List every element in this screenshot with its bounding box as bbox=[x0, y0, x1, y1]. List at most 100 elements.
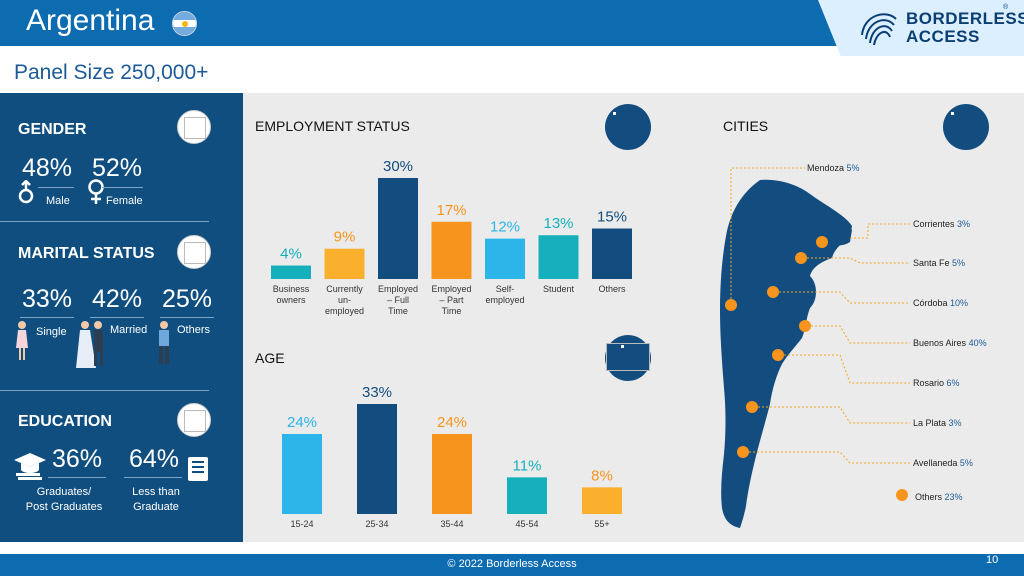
gender-underline-male bbox=[38, 187, 74, 188]
city-dot-avellaneda bbox=[737, 446, 749, 458]
bar-age-chart-2 bbox=[432, 434, 472, 514]
value-label-emp-chart-5: 13% bbox=[543, 215, 573, 232]
employment-chart-title: EMPLOYMENT STATUS bbox=[255, 118, 410, 134]
value-label-age-chart-2: 24% bbox=[437, 414, 467, 431]
argentina-map: Mendoza 5% Corrientes 3% Santa Fe 5% Cór… bbox=[720, 163, 987, 529]
single-woman-icon bbox=[16, 321, 28, 360]
cities-title: CITIES bbox=[723, 118, 769, 134]
male-symbol-icon bbox=[18, 180, 34, 204]
less-than-graduate-pct: 64% bbox=[129, 445, 180, 473]
others-man-icon bbox=[159, 321, 169, 364]
value-label-emp-chart-1: 9% bbox=[334, 229, 356, 246]
female-pct: 52% bbox=[92, 154, 143, 182]
footer-copyright: © 2022 Borderless Access bbox=[447, 558, 577, 570]
city-dot-rosario bbox=[772, 349, 784, 361]
education-title: EDUCATION bbox=[18, 413, 112, 430]
others-legend-dot bbox=[896, 489, 908, 501]
brand-line1: BORDERLESS bbox=[906, 9, 1024, 28]
brand-line2: ACCESS bbox=[906, 27, 980, 46]
argentina-flag-icon bbox=[172, 11, 197, 36]
marital-underline-single bbox=[20, 317, 74, 318]
category-label-emp-chart-2: Employed – Full Time bbox=[378, 284, 418, 316]
gender-title: GENDER bbox=[18, 121, 87, 138]
male-label: Male bbox=[46, 195, 70, 207]
education-underline-grad bbox=[48, 477, 106, 478]
city-dot-santa-fe bbox=[795, 252, 807, 264]
marital-title: MARITAL STATUS bbox=[18, 245, 155, 262]
book-icon bbox=[188, 457, 208, 481]
city-label-buenos-aires: Buenos Aires 40% bbox=[913, 338, 987, 348]
single-pct: 33% bbox=[22, 285, 73, 313]
city-label-cordoba: Córdoba 10% bbox=[913, 298, 968, 308]
argentina-map-shape bbox=[720, 179, 852, 529]
section-divider-1 bbox=[0, 221, 209, 222]
education-underline-less bbox=[124, 477, 182, 478]
category-label-emp-chart-5: Student bbox=[543, 284, 575, 294]
bar-age-chart-1 bbox=[357, 404, 397, 514]
bar-emp-chart-4 bbox=[485, 238, 525, 279]
value-label-emp-chart-0: 4% bbox=[280, 246, 302, 263]
graduates-label: Graduates/ Post Graduates bbox=[18, 485, 110, 515]
married-label: Married bbox=[110, 324, 148, 336]
male-pct: 48% bbox=[22, 154, 73, 182]
category-label-emp-chart-6: Others bbox=[598, 284, 626, 294]
value-label-emp-chart-3: 17% bbox=[436, 202, 466, 219]
city-dot-cordoba bbox=[767, 286, 779, 298]
graduation-cap-icon bbox=[14, 453, 46, 480]
value-label-age-chart-1: 33% bbox=[362, 384, 392, 401]
category-label-age-chart-3: 45-54 bbox=[515, 519, 538, 529]
category-label-age-chart-1: 25-34 bbox=[365, 519, 388, 529]
age-chart: 24% 15-24 33% 25-34 24% 35-44 11% 45-54 8% 55+ bbox=[282, 384, 622, 529]
leader-line-mendoza bbox=[730, 167, 805, 299]
bar-emp-chart-6 bbox=[592, 228, 632, 279]
city-dot-corrientes bbox=[816, 236, 828, 248]
cities-circle-icon bbox=[943, 104, 989, 150]
city-dot-mendoza bbox=[725, 299, 737, 311]
value-label-emp-chart-6: 15% bbox=[597, 209, 627, 226]
category-label-age-chart-0: 15-24 bbox=[290, 519, 313, 529]
city-label-avellaneda: Avellaneda 5% bbox=[913, 458, 973, 468]
category-label-emp-chart-3: Employed – Part Time bbox=[431, 284, 471, 316]
others-label: Others bbox=[177, 324, 211, 336]
age-chart-title: AGE bbox=[255, 350, 285, 366]
bar-emp-chart-1 bbox=[324, 248, 365, 279]
bar-age-chart-3 bbox=[507, 477, 547, 514]
leader-line-la-plata bbox=[758, 406, 910, 424]
category-label-age-chart-2: 35-44 bbox=[440, 519, 463, 529]
marital-thumbnail bbox=[177, 235, 211, 269]
bar-age-chart-0 bbox=[282, 434, 322, 514]
employment-chart: 4% Business owners 9% Currently un-employed 30… bbox=[271, 158, 632, 316]
value-label-age-chart-3: 11% bbox=[513, 457, 542, 474]
gender-thumbnail bbox=[177, 110, 211, 144]
bar-emp-chart-0 bbox=[271, 265, 311, 279]
graduates-label-line1: Graduates/ bbox=[36, 486, 92, 498]
graduates-pct: 36% bbox=[52, 445, 103, 473]
category-label-emp-chart-1: Currently un-employed bbox=[325, 284, 364, 316]
footer-bar bbox=[0, 554, 1024, 576]
city-label-corrientes: Corrientes 3% bbox=[913, 219, 970, 229]
less-than-graduate-line2: Graduate bbox=[133, 501, 179, 513]
value-label-emp-chart-4: 12% bbox=[490, 219, 520, 236]
leader-line-corrientes bbox=[850, 223, 910, 239]
bar-age-chart-4 bbox=[582, 487, 622, 514]
city-dot-la-plata bbox=[746, 401, 758, 413]
city-label-mendoza: Mendoza 5% bbox=[807, 163, 860, 173]
female-symbol-icon bbox=[88, 179, 104, 204]
leader-line-santa-fe bbox=[807, 257, 910, 264]
education-thumbnail bbox=[177, 403, 211, 437]
category-label-emp-chart-0: Business owners bbox=[273, 284, 310, 305]
employment-circle-icon bbox=[605, 104, 651, 150]
female-label: Female bbox=[106, 195, 143, 207]
bar-emp-chart-5 bbox=[538, 235, 579, 279]
leader-line-rosario bbox=[784, 354, 910, 384]
city-label-others: Others 23% bbox=[915, 492, 963, 502]
age-circle-icon bbox=[605, 335, 651, 381]
value-label-emp-chart-2: 30% bbox=[383, 158, 413, 175]
registered-mark: ® bbox=[1003, 4, 1009, 11]
leader-line-avellaneda bbox=[749, 451, 910, 464]
logo-background bbox=[818, 0, 1024, 56]
value-label-age-chart-4: 8% bbox=[591, 467, 613, 484]
marital-underline-others bbox=[160, 317, 214, 318]
single-label: Single bbox=[36, 326, 67, 338]
city-label-santa-fe: Santa Fe 5% bbox=[913, 258, 965, 268]
